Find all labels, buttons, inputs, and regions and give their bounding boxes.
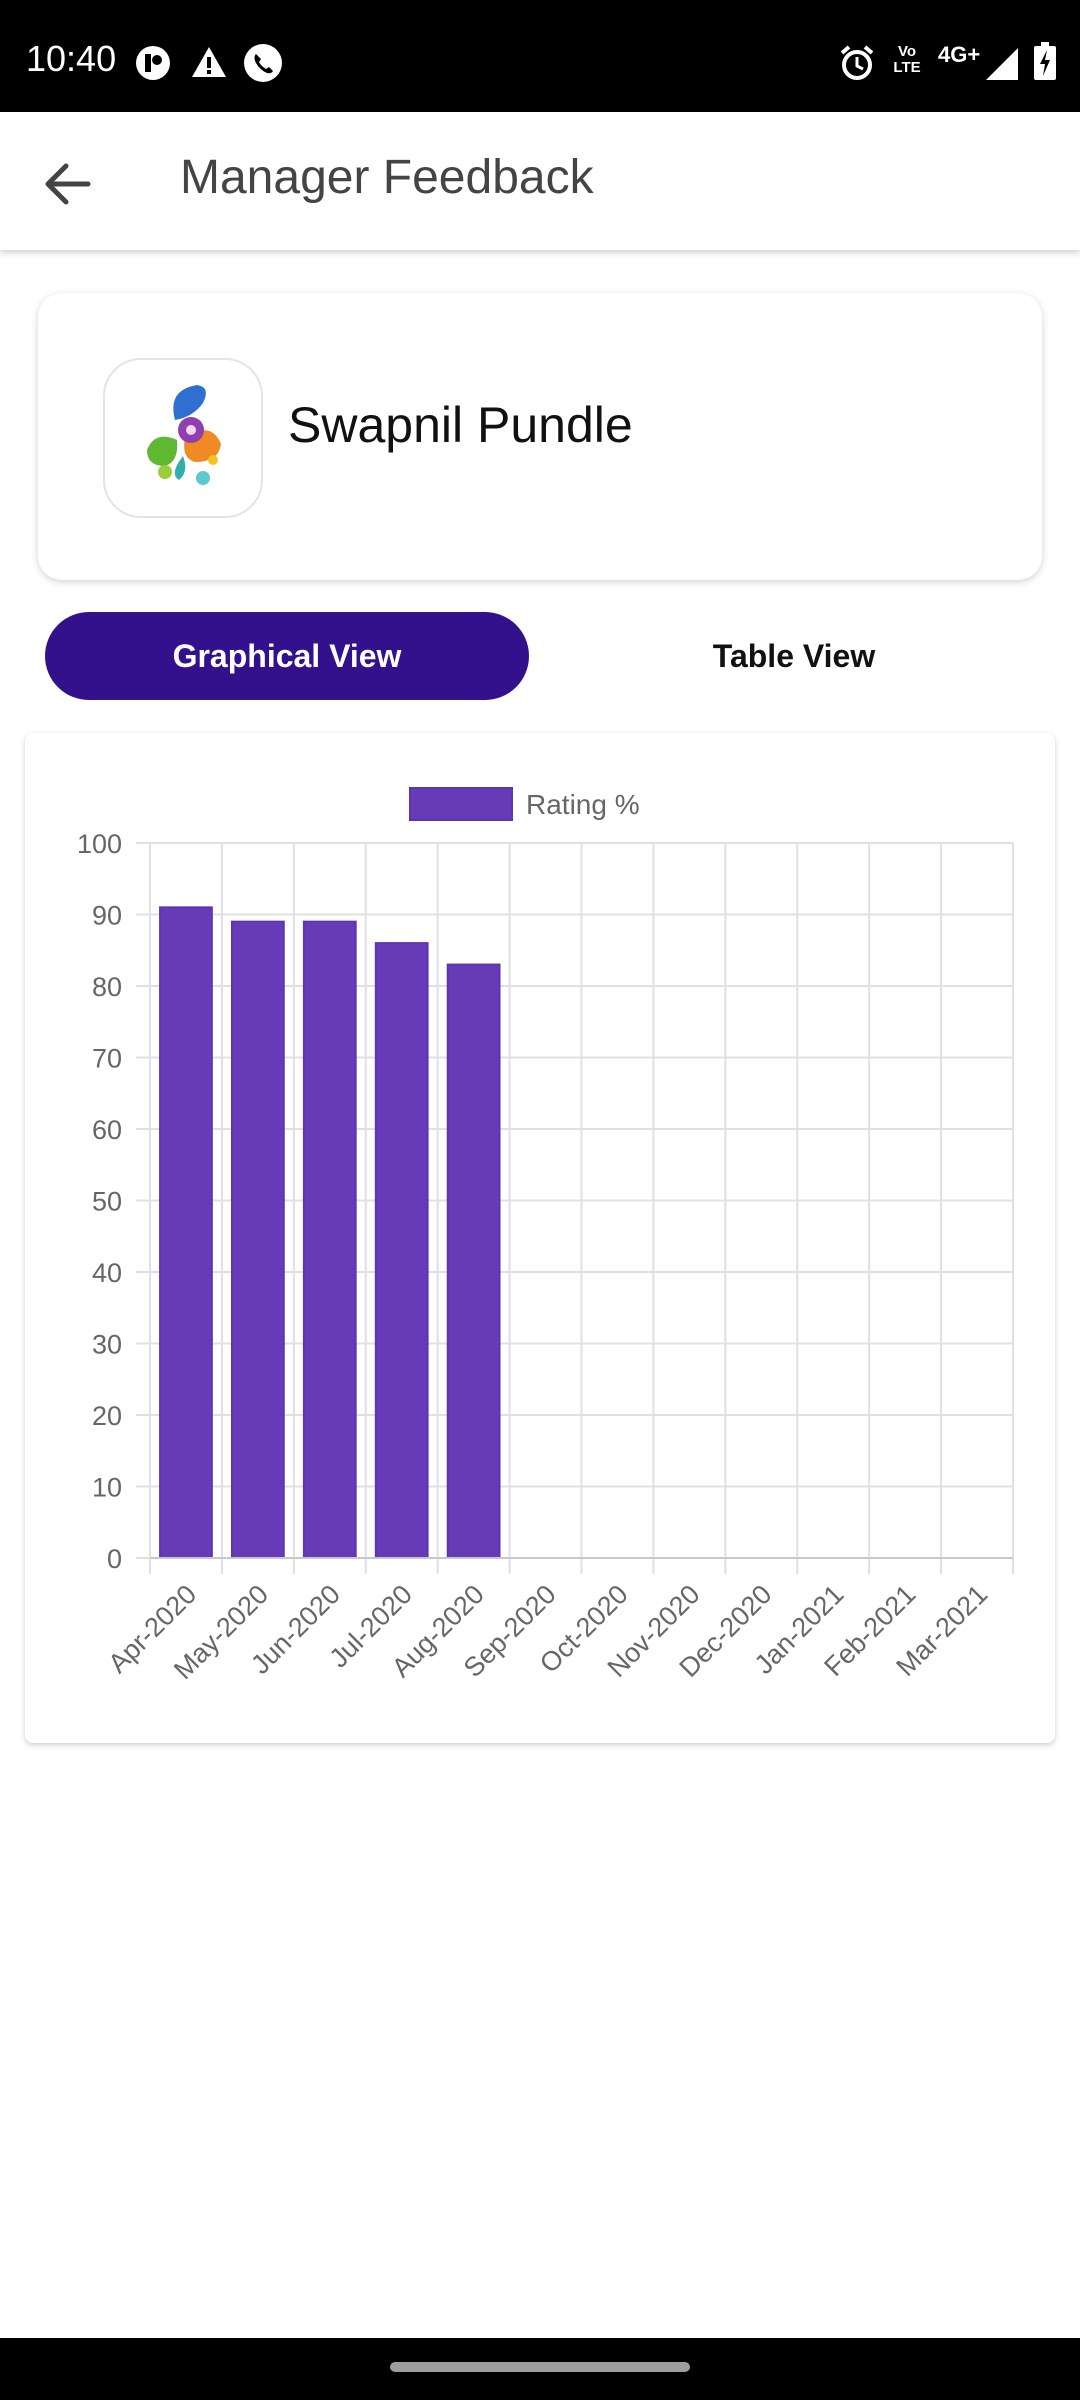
y-tick-label: 50	[92, 1187, 122, 1217]
arrow-left-icon	[45, 163, 91, 205]
app-bar: Manager Feedback	[0, 112, 1080, 250]
notification-icon	[136, 46, 170, 80]
avatar	[103, 358, 263, 518]
bar	[230, 920, 285, 1559]
battery-icon	[1034, 42, 1056, 80]
y-tick-label: 20	[92, 1401, 122, 1431]
y-tick-label: 40	[92, 1258, 122, 1288]
bar	[374, 942, 429, 1560]
network-4g-icon: 4G+	[938, 42, 981, 67]
legend-label: Rating %	[526, 789, 640, 820]
y-tick-label: 100	[77, 829, 122, 859]
signal-icon	[986, 48, 1018, 80]
call-icon	[244, 44, 282, 82]
employee-name: Swapnil Pundle	[288, 397, 633, 453]
y-tick-label: 70	[92, 1044, 122, 1074]
tab-graphical-view[interactable]: Graphical View	[45, 612, 529, 700]
y-tick-label: 60	[92, 1115, 122, 1145]
y-tick-label: 0	[107, 1544, 122, 1574]
y-tick-label: 10	[92, 1473, 122, 1503]
navigation-bar	[0, 2338, 1080, 2400]
profile-card: Swapnil Pundle	[38, 293, 1042, 580]
alarm-icon	[840, 45, 874, 80]
bar	[302, 920, 357, 1559]
y-tick-label: 30	[92, 1330, 122, 1360]
splash-logo-icon	[147, 385, 221, 485]
bar	[159, 906, 213, 1560]
tab-table-view[interactable]: Table View	[560, 612, 1028, 700]
rating-bar-chart: 0102030405060708090100Apr-2020May-2020Ju…	[77, 787, 1014, 1685]
home-gesture-handle[interactable]	[390, 2362, 690, 2372]
bar	[446, 963, 501, 1560]
legend-swatch	[409, 787, 513, 821]
status-time: 10:40	[26, 38, 117, 79]
page-title: Manager Feedback	[180, 151, 594, 204]
warning-icon	[192, 47, 226, 77]
back-button[interactable]	[30, 144, 110, 224]
status-bar: 10:40 Vo LTE 4G+	[0, 0, 1080, 112]
volte-icon: Vo LTE	[893, 43, 921, 76]
y-tick-label: 80	[92, 972, 122, 1002]
y-tick-label: 90	[92, 901, 122, 931]
chart-card: 0 10 20 30 40 50 60 70 80 90 100 Apr-2020 May-2020 Ju…	[25, 733, 1055, 1743]
